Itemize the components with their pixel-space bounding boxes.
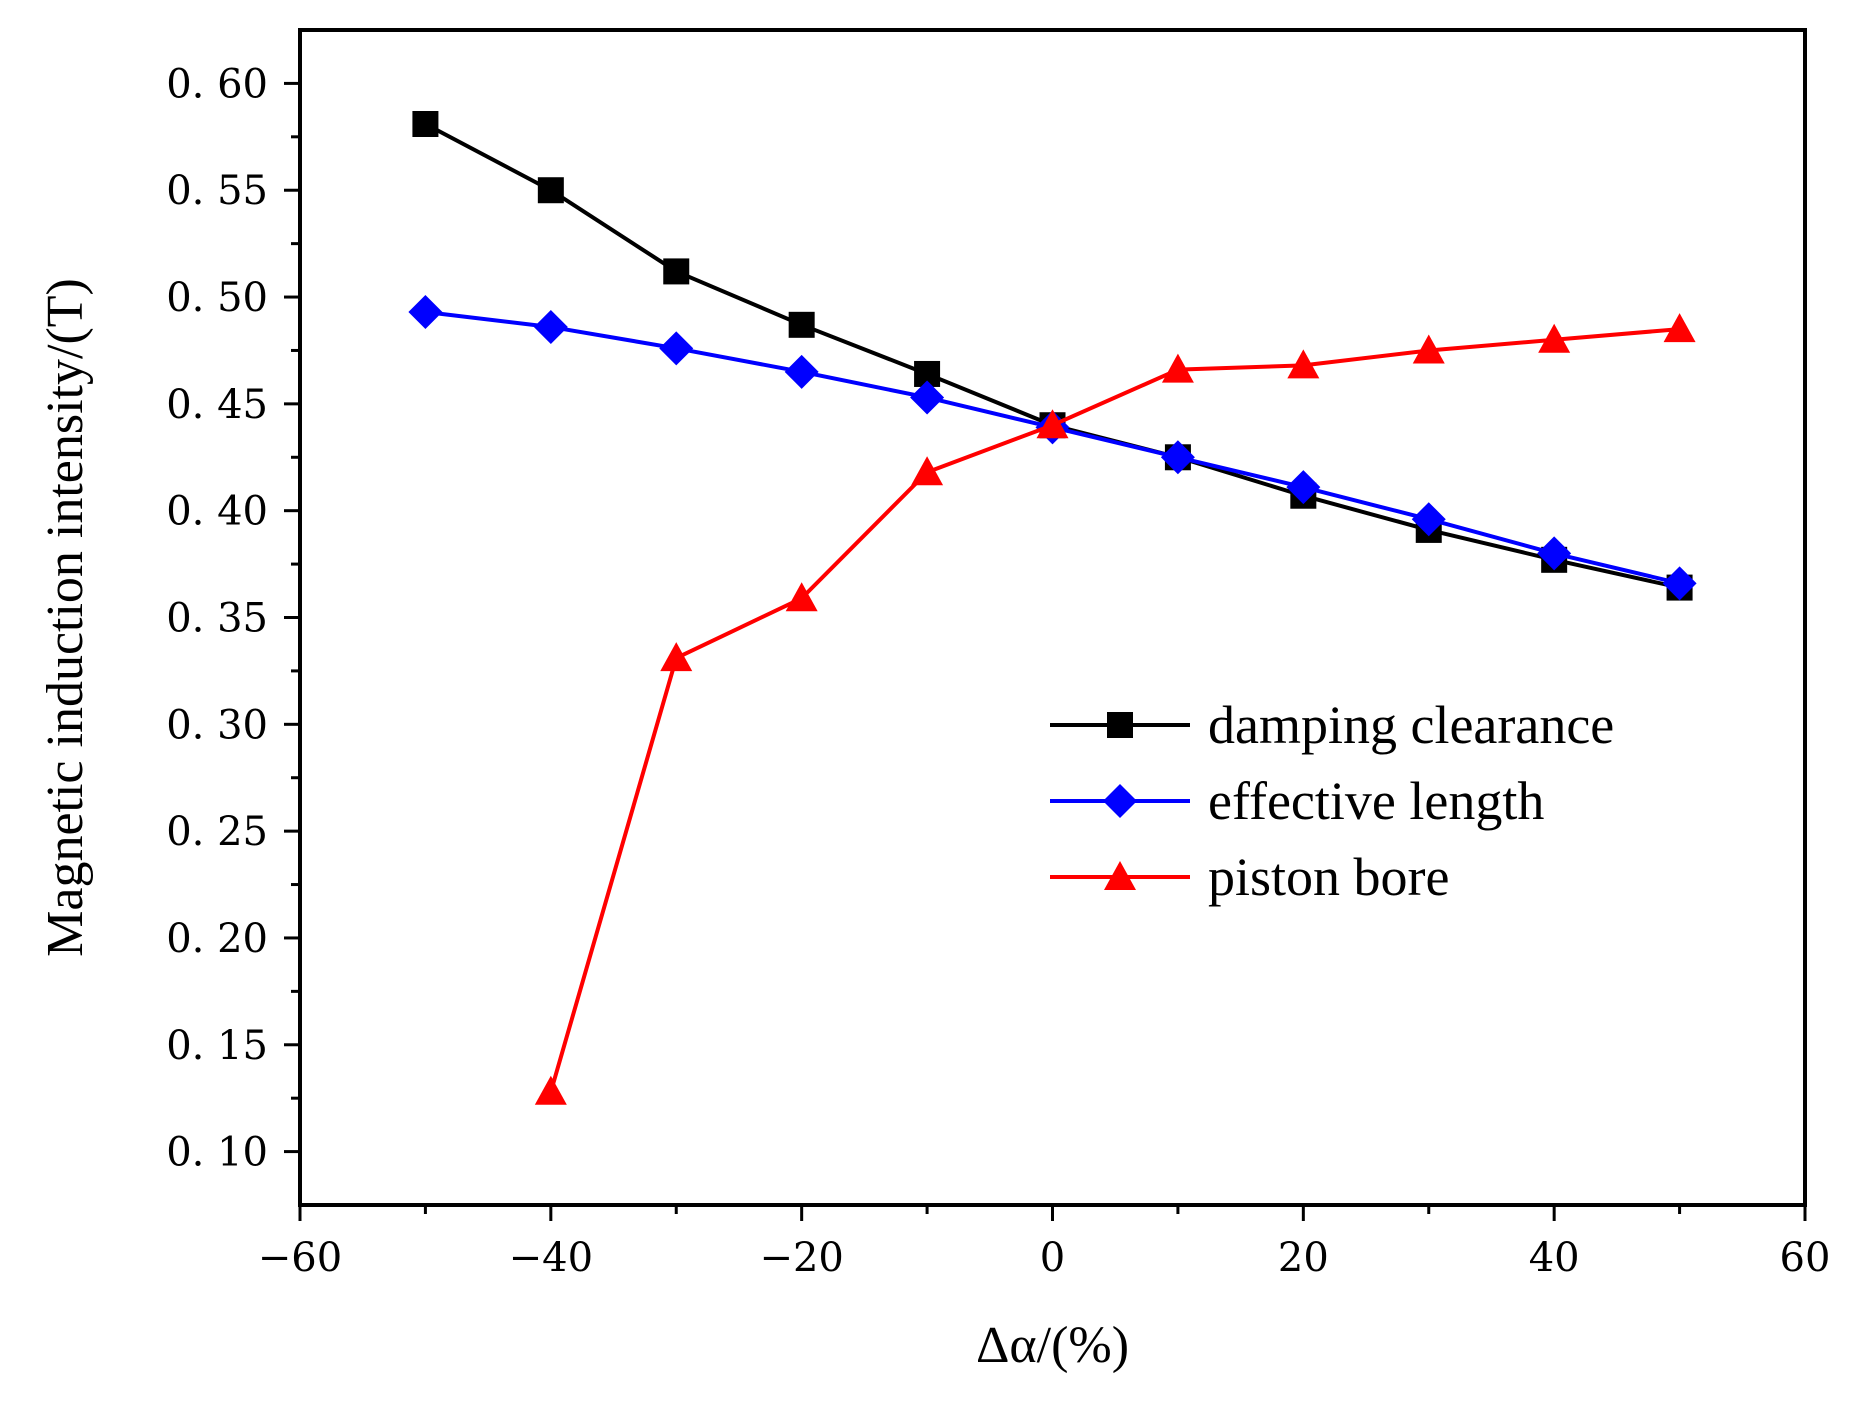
- y-tick-label: 0. 35: [166, 596, 268, 642]
- series-line-damping-clearance: [424, 122, 1681, 590]
- legend-label-damping-clearance: damping clearance: [1208, 695, 1614, 755]
- data-point-piston-bore: [1161, 353, 1194, 383]
- x-tick-label: −60: [258, 1235, 342, 1281]
- data-point-piston-bore: [660, 642, 693, 672]
- data-point-effective-length: [910, 380, 945, 415]
- data-point-piston-bore: [1287, 349, 1320, 379]
- data-point-effective-length: [1662, 566, 1697, 601]
- legend-item-piston-bore: piston bore: [1050, 847, 1449, 907]
- data-point-piston-bore: [1538, 323, 1571, 353]
- y-tick-label: 0. 30: [166, 702, 268, 748]
- series-damping-clearance: [412, 111, 1693, 601]
- data-point-piston-bore: [785, 582, 818, 612]
- y-tick-label: 0. 15: [166, 1023, 268, 1069]
- y-tick-label: 0. 25: [166, 809, 268, 855]
- y-tick-label: 0. 50: [166, 275, 268, 321]
- legend-item-damping-clearance: damping clearance: [1050, 695, 1614, 755]
- data-point-effective-length: [408, 295, 443, 329]
- x-tick-label: 0: [1040, 1235, 1065, 1281]
- data-point-piston-bore: [1036, 409, 1069, 439]
- legend: damping clearance effective length piston …: [1050, 695, 1614, 907]
- legend-marker-damping-clearance: [1107, 712, 1133, 738]
- series-layer: [408, 111, 1697, 1105]
- x-tick-label: 20: [1278, 1235, 1329, 1281]
- y-tick-label: 0. 10: [166, 1130, 268, 1176]
- y-tick-label: 0. 40: [166, 489, 268, 535]
- data-point-piston-bore: [1412, 334, 1445, 364]
- data-point-effective-length: [1537, 536, 1572, 571]
- y-tick-label: 0. 20: [166, 916, 268, 962]
- data-point-damping-clearance: [412, 111, 439, 137]
- major-ticks: [284, 81, 1807, 1221]
- series-piston-bore: [534, 313, 1696, 1105]
- data-point-effective-length: [1160, 440, 1195, 475]
- series-effective-length: [408, 295, 1697, 601]
- plot-frame: [298, 28, 1807, 1207]
- legend-marker-piston-bore: [1104, 861, 1136, 890]
- y-axis-title: Magnetic induction intensity/(T): [37, 278, 94, 957]
- data-point-effective-length: [1411, 502, 1446, 537]
- data-point-damping-clearance: [788, 311, 815, 338]
- legend-item-effective-length: effective length: [1050, 771, 1544, 831]
- data-point-damping-clearance: [537, 177, 564, 204]
- x-tick-label: −40: [509, 1235, 593, 1281]
- series-line-piston-bore: [548, 327, 1680, 1093]
- legend-label-effective-length: effective length: [1208, 771, 1544, 831]
- tick-labels: 0. 10 0. 15 0. 20 0. 25 0. 30 0. 35 0. 40 0. 45…: [166, 61, 1830, 1281]
- legend-marker-effective-length: [1103, 784, 1137, 818]
- y-tick-label: 0. 45: [166, 382, 268, 428]
- x-tick-label: 40: [1529, 1235, 1580, 1281]
- data-point-damping-clearance: [663, 258, 690, 285]
- y-tick-label: 0. 55: [166, 168, 268, 214]
- data-point-piston-bore: [534, 1075, 567, 1105]
- data-point-piston-bore: [1663, 313, 1696, 343]
- series-line-effective-length: [425, 310, 1681, 586]
- data-point-effective-length: [659, 331, 694, 366]
- x-tick-label: 60: [1780, 1235, 1831, 1281]
- data-point-effective-length: [784, 354, 819, 389]
- data-point-effective-length: [533, 309, 568, 344]
- data-point-effective-length: [1286, 470, 1321, 505]
- minor-ticks: [291, 135, 1682, 1214]
- x-axis-title: Δα/(%): [976, 1317, 1129, 1374]
- y-tick-label: 0. 60: [166, 61, 268, 107]
- x-tick-label: −20: [759, 1235, 843, 1281]
- data-point-piston-bore: [911, 456, 944, 486]
- legend-label-piston-bore: piston bore: [1208, 847, 1449, 907]
